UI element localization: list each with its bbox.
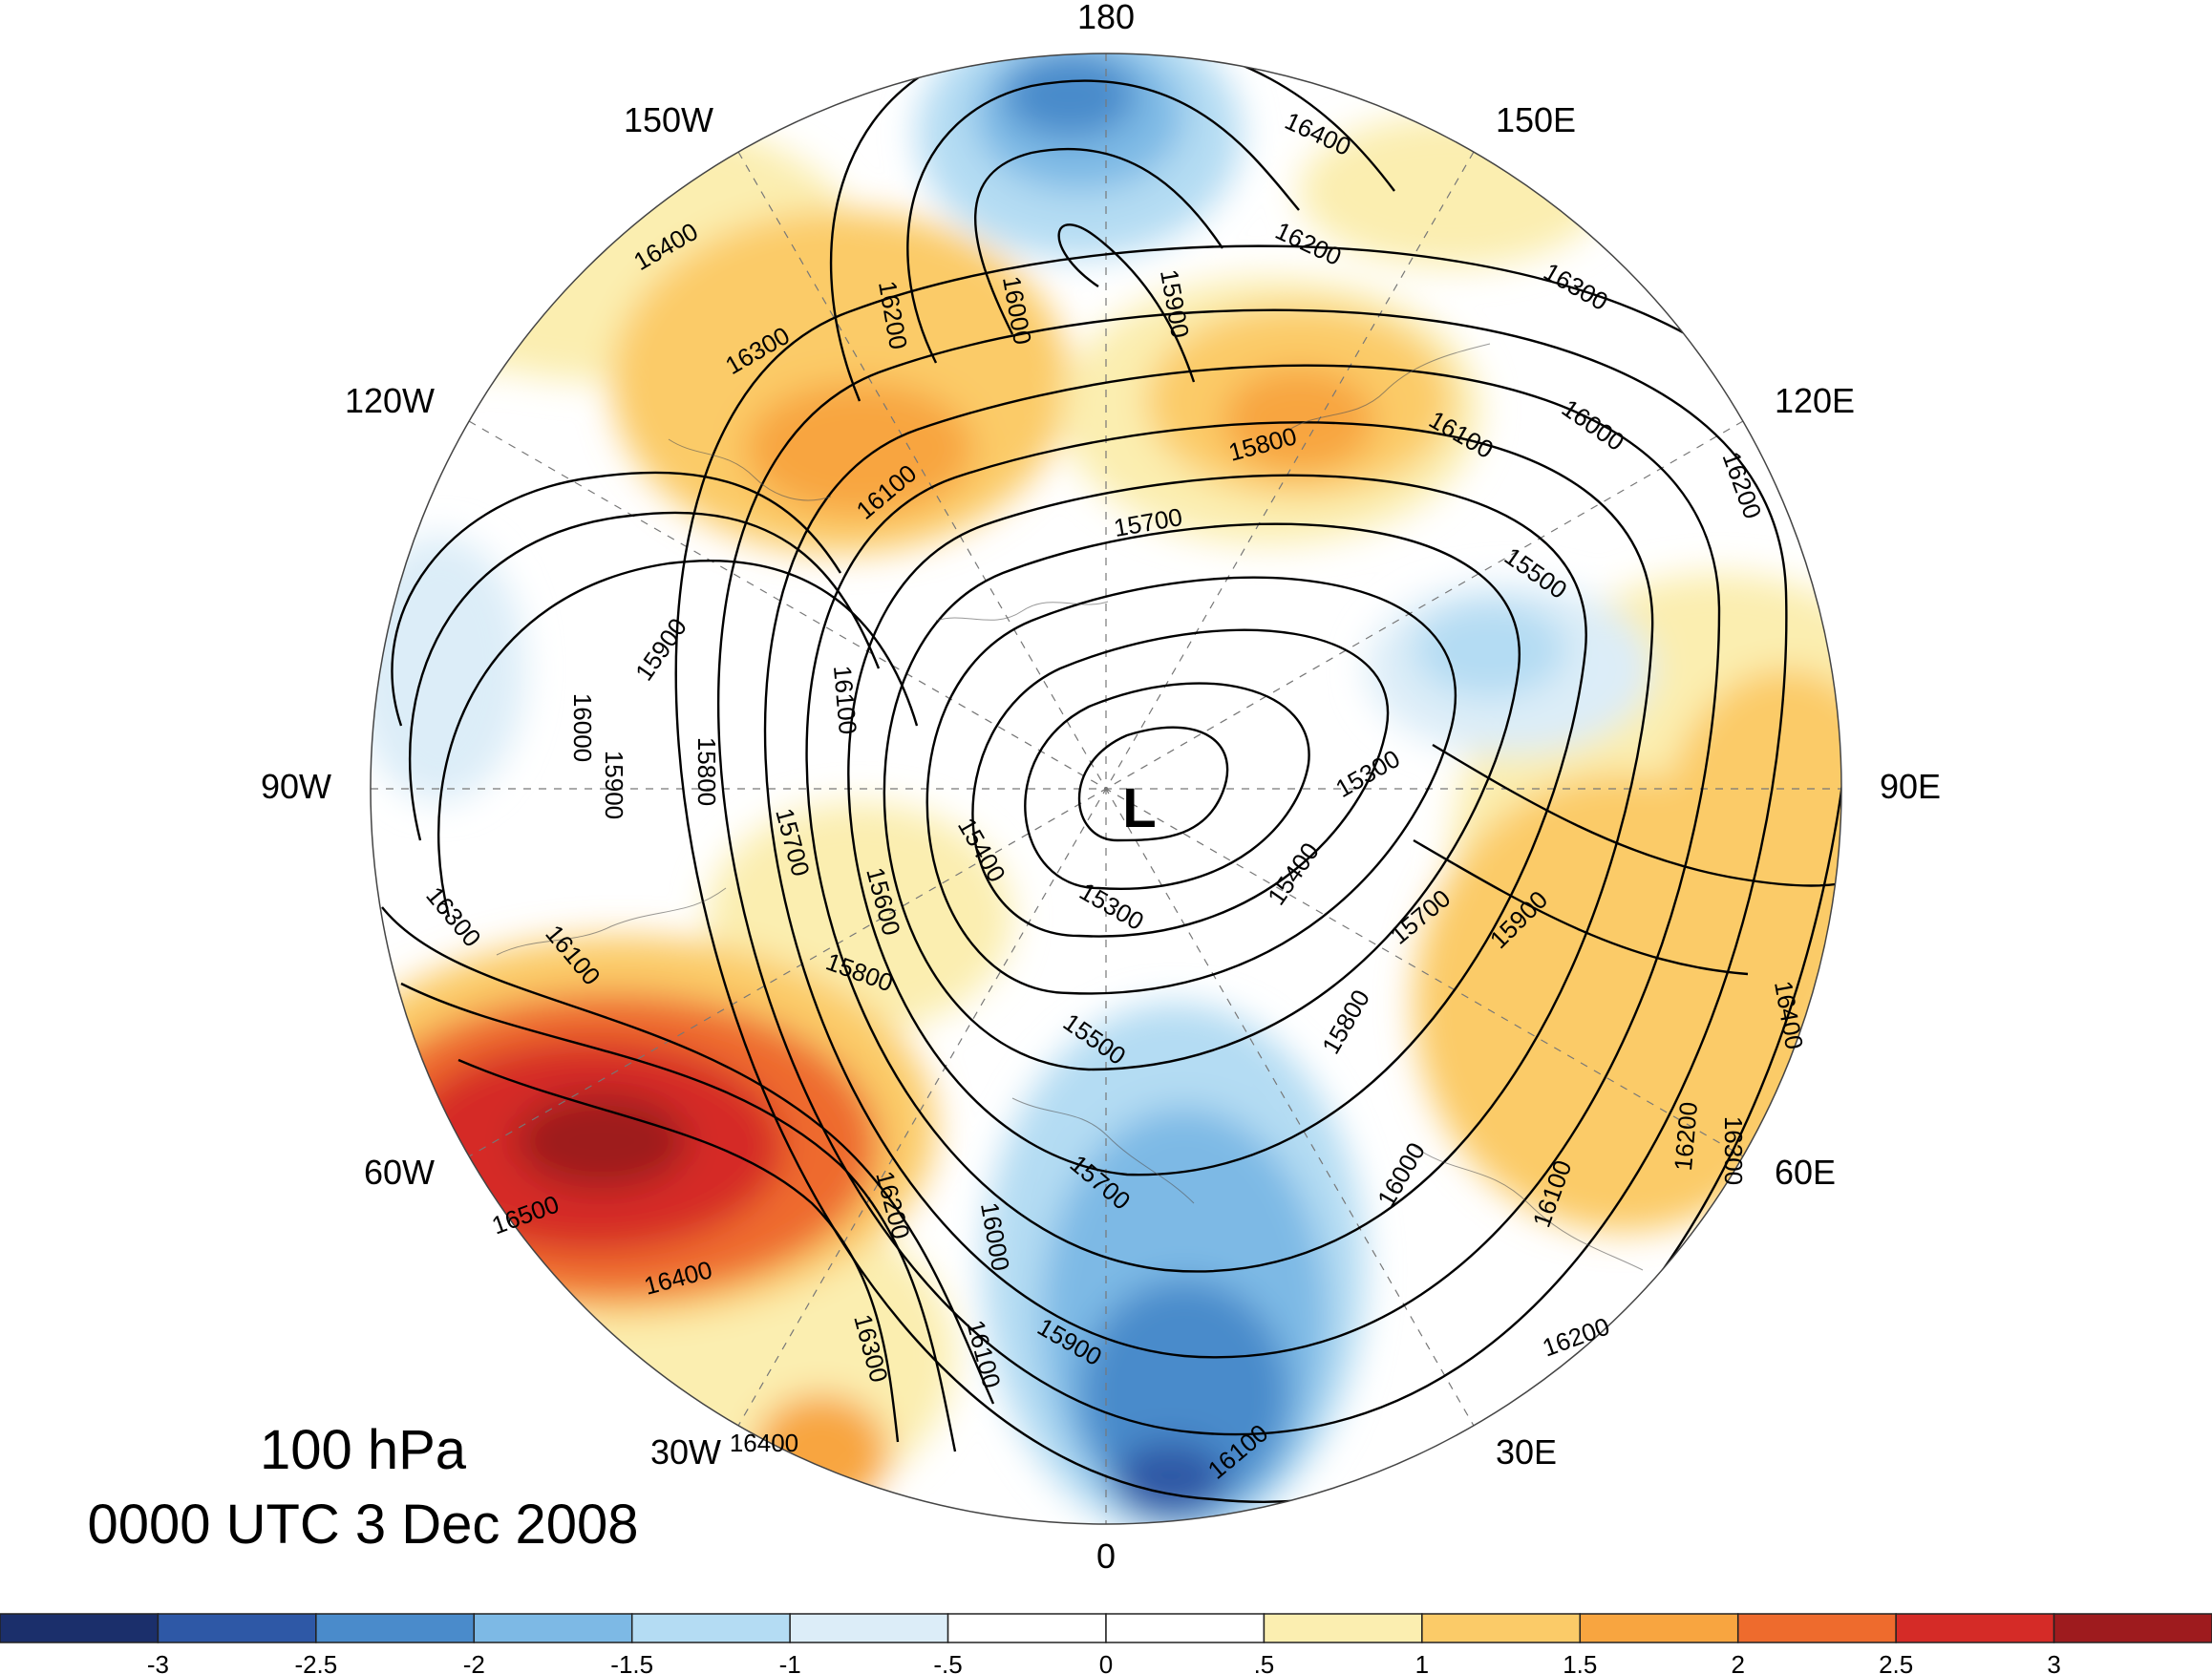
colorbar-swatch [473, 1613, 633, 1643]
lon-label-60w: 60W [364, 1153, 435, 1192]
colorbar-tick-label: -1 [779, 1650, 801, 1674]
lon-label-150e: 150E [1496, 100, 1576, 139]
lon-label-150w: 150W [624, 100, 713, 139]
contour-label: 16000 [568, 693, 597, 762]
colorbar-swatch [1736, 1613, 1897, 1643]
colorbar-tick-label: .5 [1254, 1650, 1275, 1674]
colorbar-tick-label: 0 [1099, 1650, 1113, 1674]
colorbar-tick-label: -1.5 [610, 1650, 653, 1674]
coastlines [496, 343, 1644, 1271]
longitude-labels: 180 150E 120E 90E 60E 30E 0 30W 60W 90W … [261, 0, 1941, 1576]
colorbar-swatch [1421, 1613, 1582, 1643]
colorbar-swatch [946, 1613, 1107, 1643]
colorbar-swatch [2052, 1613, 2212, 1643]
colorbar-tick-label: -2.5 [294, 1650, 337, 1674]
anomaly-shading [371, 53, 1841, 1524]
colorbar-tick-label: 2.5 [1879, 1650, 1913, 1674]
lon-label-60e: 60E [1775, 1153, 1836, 1192]
colorbar-swatch [1579, 1613, 1739, 1643]
colorbar-swatch [1895, 1613, 2055, 1643]
lon-label-30e: 30E [1496, 1432, 1557, 1472]
low-pressure-center: L [1122, 777, 1156, 839]
lon-label-0: 0 [1096, 1536, 1116, 1576]
colorbar-swatch [1105, 1613, 1266, 1643]
globe-border [370, 53, 1842, 1525]
contour-label: 16200 [1669, 1101, 1703, 1173]
colorbar-tick-label: -3 [147, 1650, 169, 1674]
lon-label-120e: 120E [1775, 381, 1855, 420]
colorbar-tick-label: 1 [1415, 1650, 1429, 1674]
contour-label: 15900 [600, 751, 628, 819]
colorbar-tick-label: 1.5 [1563, 1650, 1597, 1674]
colorbar-tick-label: 3 [2047, 1650, 2060, 1674]
colorbar: -3 -2.5 -2 -1.5 -1 -.5 0 .5 1 1.5 2 2.5 3 [0, 1613, 2212, 1674]
colorbar-swatch [1263, 1613, 1423, 1643]
lon-label-180: 180 [1077, 0, 1135, 36]
graticule [371, 53, 1841, 1524]
lon-label-30w: 30W [650, 1432, 721, 1472]
valid-time-label: 0000 UTC 3 Dec 2008 [87, 1494, 638, 1556]
contour-label: 16400 [730, 1429, 798, 1457]
colorbar-swatch [315, 1613, 476, 1643]
colorbar-swatch [630, 1613, 791, 1643]
colorbar-swatch [789, 1613, 949, 1643]
lon-label-90e: 90E [1880, 767, 1941, 806]
colorbar-tick-label: -2 [463, 1650, 485, 1674]
colorbar-swatch [0, 1613, 160, 1643]
colorbar-tick-label: 2 [1731, 1650, 1744, 1674]
pressure-level-label: 100 hPa [260, 1419, 467, 1481]
colorbar-tick-label: -.5 [933, 1650, 962, 1674]
lon-label-120w: 120W [345, 381, 435, 420]
contour-label: 16100 [828, 665, 862, 736]
lon-label-90w: 90W [261, 767, 331, 806]
colorbar-swatch [157, 1613, 317, 1643]
contour-label: 16300 [1719, 1116, 1748, 1185]
contour-label: 15800 [692, 737, 721, 806]
